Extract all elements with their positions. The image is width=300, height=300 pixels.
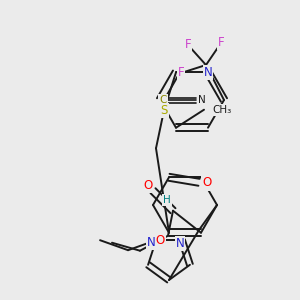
Text: CH₃: CH₃ — [212, 105, 231, 115]
Text: O: O — [143, 179, 153, 192]
Text: N: N — [198, 95, 206, 105]
Text: N: N — [147, 236, 155, 249]
Text: N: N — [204, 66, 212, 79]
Text: F: F — [185, 38, 191, 52]
Text: H: H — [163, 195, 171, 205]
Text: F: F — [178, 67, 184, 80]
Text: N: N — [176, 237, 184, 250]
Text: S: S — [160, 104, 168, 117]
Text: H: H — [205, 180, 213, 190]
Text: F: F — [218, 37, 224, 50]
Text: O: O — [202, 176, 211, 189]
Text: O: O — [155, 234, 165, 247]
Text: C: C — [159, 95, 167, 105]
